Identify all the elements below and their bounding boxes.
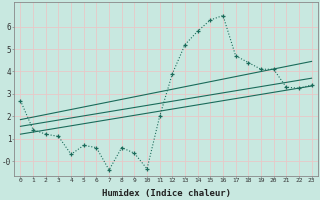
X-axis label: Humidex (Indice chaleur): Humidex (Indice chaleur) xyxy=(101,189,230,198)
